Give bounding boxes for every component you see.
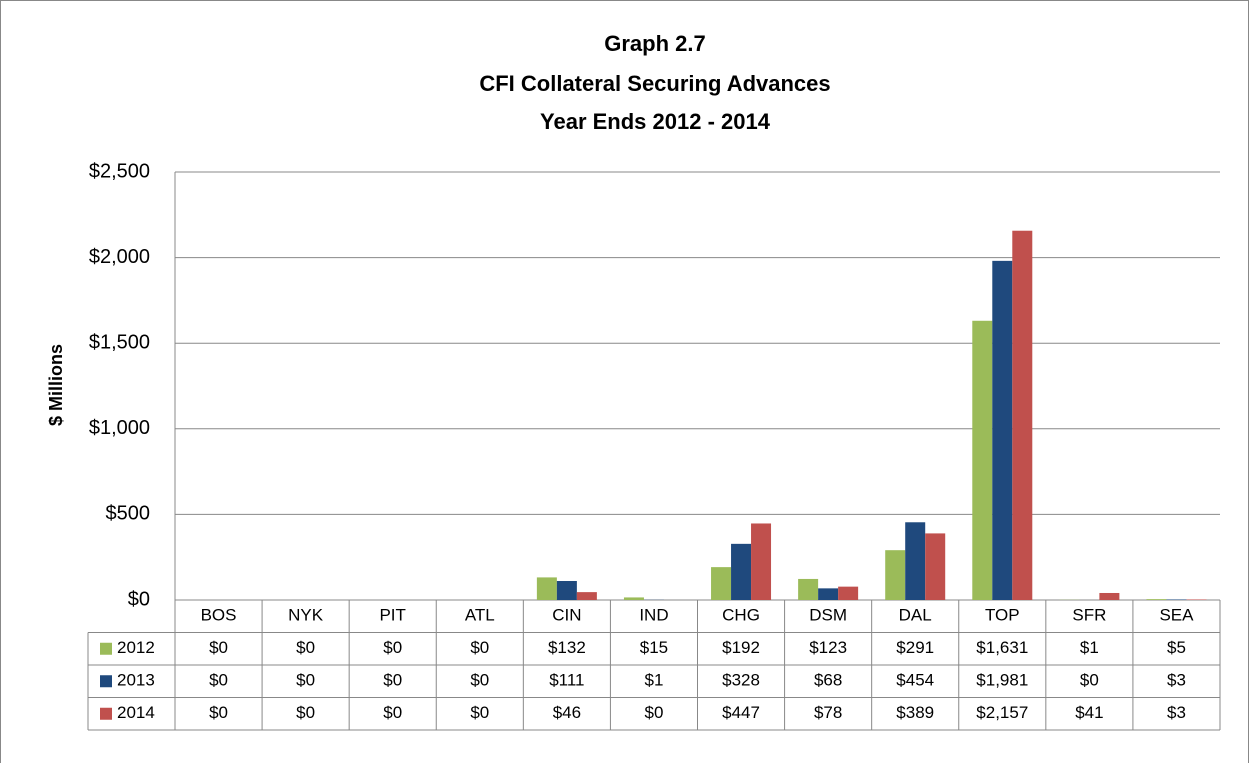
bar: [905, 522, 926, 600]
table-cell: $1: [1080, 638, 1099, 657]
bar: [992, 260, 1013, 600]
table-cell: $41: [1075, 703, 1103, 722]
table-cell: $389: [896, 703, 934, 722]
table-cell: $0: [209, 703, 228, 722]
bar: [1099, 592, 1120, 600]
table-cell: $5: [1167, 638, 1186, 657]
bar: [1166, 599, 1187, 600]
table-cell: $1: [644, 671, 663, 690]
table-cell: $132: [548, 638, 586, 657]
legend-key: [100, 642, 112, 655]
x-tick-label: TOP: [985, 606, 1020, 625]
bar: [1012, 230, 1033, 600]
table-cell: $0: [1080, 671, 1099, 690]
table-cell: $1,981: [976, 671, 1028, 690]
legend-label: 2012: [117, 638, 155, 657]
table-cell: $0: [209, 671, 228, 690]
legend-key: [100, 675, 112, 688]
x-tick-label: SFR: [1072, 606, 1106, 625]
y-tick-label: $2,500: [89, 160, 150, 182]
table-cell: $0: [470, 671, 489, 690]
bar: [818, 588, 839, 600]
x-tick-label: ATL: [465, 606, 495, 625]
table-cell: $0: [383, 703, 402, 722]
table-cell: $2,157: [976, 703, 1028, 722]
bar: [536, 577, 557, 600]
table-cell: $3: [1167, 671, 1186, 690]
bar: [556, 580, 577, 600]
table-cell: $0: [209, 638, 228, 657]
table-cell: $291: [896, 638, 934, 657]
bar: [623, 597, 644, 600]
table-cell: $447: [722, 703, 760, 722]
table-cell: $46: [553, 703, 581, 722]
table-cell: $0: [470, 703, 489, 722]
legend-key: [100, 707, 112, 720]
x-tick-label: NYK: [288, 606, 324, 625]
bar: [972, 320, 993, 600]
bar: [925, 533, 946, 600]
legend-label: 2013: [117, 671, 155, 690]
table-cell: $68: [814, 671, 842, 690]
bar: [711, 567, 732, 600]
table-cell: $0: [383, 638, 402, 657]
x-tick-label: CIN: [552, 606, 581, 625]
table-cell: $1,631: [976, 638, 1028, 657]
table-cell: $0: [470, 638, 489, 657]
x-tick-label: BOS: [201, 606, 237, 625]
chart-title: Year Ends 2012 - 2014: [540, 109, 771, 134]
y-tick-label: $2,000: [89, 246, 150, 268]
bar: [885, 550, 906, 600]
bar: [751, 523, 772, 600]
chart-title: Graph 2.7: [604, 31, 705, 56]
table-cell: $328: [722, 671, 760, 690]
bar: [1146, 599, 1167, 600]
x-tick-label: DAL: [899, 606, 932, 625]
x-tick-label: PIT: [379, 606, 405, 625]
table-cell: $0: [296, 671, 315, 690]
table-cell: $123: [809, 638, 847, 657]
y-tick-label: $0: [128, 588, 150, 610]
x-tick-label: SEA: [1159, 606, 1194, 625]
y-tick-label: $1,500: [89, 331, 150, 353]
table-cell: $192: [722, 638, 760, 657]
table-cell: $454: [896, 671, 934, 690]
table-cell: $0: [296, 703, 315, 722]
legend-label: 2014: [117, 703, 155, 722]
bar: [798, 578, 819, 600]
table-cell: $0: [296, 638, 315, 657]
table-cell: $3: [1167, 703, 1186, 722]
bar: [576, 592, 597, 600]
x-tick-label: IND: [639, 606, 668, 625]
table-cell: $78: [814, 703, 842, 722]
table-cell: $0: [644, 703, 663, 722]
x-tick-label: DSM: [809, 606, 847, 625]
chart-title: CFI Collateral Securing Advances: [479, 71, 830, 96]
y-tick-label: $500: [106, 503, 151, 525]
table-cell: $111: [549, 671, 584, 690]
y-tick-label: $1,000: [89, 417, 150, 439]
table-cell: $15: [640, 638, 668, 657]
bar: [1186, 599, 1207, 600]
bar: [731, 543, 752, 600]
y-axis-label: $ Millions: [46, 344, 66, 426]
bar: [838, 586, 859, 600]
table-cell: $0: [383, 671, 402, 690]
x-tick-label: CHG: [722, 606, 760, 625]
